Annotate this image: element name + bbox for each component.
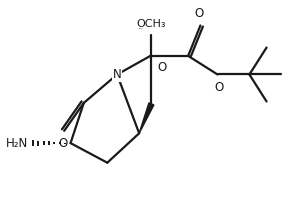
Text: N: N	[113, 68, 122, 81]
Text: OCH₃: OCH₃	[137, 19, 166, 29]
Text: methyl: methyl	[139, 28, 144, 29]
Text: O: O	[158, 61, 167, 74]
Text: O: O	[214, 81, 223, 94]
Text: O: O	[195, 7, 204, 20]
Text: H₂N: H₂N	[6, 137, 28, 150]
Polygon shape	[139, 103, 154, 133]
Text: O: O	[59, 137, 68, 150]
